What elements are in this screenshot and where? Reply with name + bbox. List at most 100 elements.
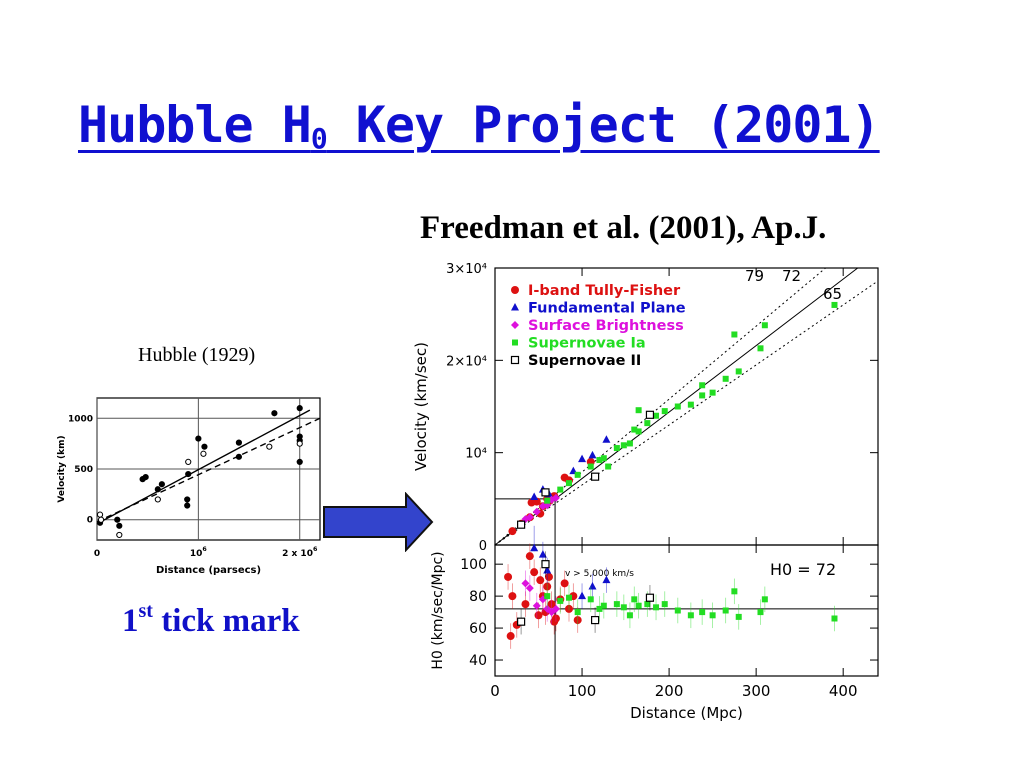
data-point-diamond [551, 604, 560, 613]
h0-y-tick-label: 40 [469, 653, 487, 669]
data-point-square [757, 609, 764, 616]
velocity-y-tick-label: 3×10⁴ [446, 262, 487, 277]
hubble-data-point [296, 458, 303, 466]
velocity-y-tick-label: 0 [479, 539, 487, 554]
data-point-triangle [588, 582, 597, 590]
slide-title: Hubble H0 Key Project (2001) [78, 96, 881, 155]
hubble-data-point [296, 405, 303, 412]
data-point-square [761, 596, 768, 603]
key-project-chart: 0 100 200 300 400 0 10⁴ 2×10⁴ 3×10⁴ 40 60 80 100 Dist… [412, 262, 879, 722]
data-point-square [731, 588, 738, 595]
data-point-square [699, 382, 706, 389]
data-point-square [613, 445, 620, 452]
data-point-triangle [530, 492, 539, 500]
x-tick-label: 0 [490, 682, 500, 700]
data-point-diamond [511, 321, 519, 329]
data-point-square [574, 471, 581, 478]
hubble-data-point [116, 522, 123, 529]
legend-entry-label: I-band Tully-Fisher [528, 283, 681, 299]
hubble-data-point [96, 511, 104, 518]
hubble-data-point [154, 486, 161, 493]
data-point-triangle [602, 435, 611, 443]
data-point-diamond [525, 513, 534, 522]
data-point-square [722, 607, 729, 614]
data-point-square [722, 375, 729, 382]
data-point-square [544, 497, 551, 504]
data-point-open-square [591, 472, 600, 481]
data-point-square [674, 403, 681, 410]
data-point-square [831, 301, 838, 308]
fit-line-label: 79 [745, 267, 764, 285]
velocity-y-axis-label: Velocity (km/sec) [412, 342, 430, 471]
data-point-diamond [532, 601, 541, 610]
velocity-y-tick-label: 10⁴ [465, 447, 487, 462]
data-point-square [574, 609, 581, 616]
data-point-circle [504, 572, 513, 581]
data-point-diamond [521, 579, 530, 588]
tick-label-number: 1 [122, 603, 139, 639]
data-point-square [613, 601, 620, 608]
data-point-square [635, 428, 642, 435]
legend-entry-label: Surface Brightness [528, 318, 684, 334]
hubble-x-tick-label: 0 [94, 549, 100, 559]
x-tick-label: 200 [655, 682, 684, 700]
data-point-square [674, 607, 681, 614]
data-point-square [709, 612, 716, 619]
hubble-data-point [116, 531, 123, 539]
data-point-square [596, 605, 603, 612]
data-point-open-square [517, 520, 526, 529]
title-subscript: 0 [310, 122, 328, 155]
data-point-triangle [538, 550, 547, 558]
h0-panel-frame [494, 544, 879, 677]
x-tick-label: 300 [742, 682, 771, 700]
fit-line-label: 65 [823, 285, 842, 303]
data-point-square [687, 612, 694, 619]
data-point-circle [511, 286, 519, 294]
data-point-square [661, 601, 668, 608]
data-point-square [653, 412, 660, 419]
data-point-square [557, 486, 564, 493]
fit-line-label: 72 [782, 267, 801, 285]
h0-y-tick-label: 60 [469, 621, 487, 637]
data-point-triangle [602, 575, 611, 584]
data-point-square [596, 457, 603, 464]
data-point-square [631, 596, 638, 603]
data-point-circle [521, 600, 530, 609]
hubble-axes: 0 106 2 x 106 0 500 1000 Distance (parsecs) Vel… [57, 397, 321, 576]
legend-entry-label: Supernovae Ia [528, 336, 646, 352]
data-point-square [544, 593, 551, 600]
data-point-open-square [541, 488, 550, 497]
data-point-square [565, 480, 572, 487]
data-point-square [735, 368, 742, 375]
data-point-square [587, 596, 594, 603]
x-tick-label: 100 [568, 682, 597, 700]
data-point-circle [530, 568, 539, 577]
hubble-data-point [296, 440, 303, 447]
data-point-square [626, 440, 633, 447]
legend: I-band Tully-Fisher Fundamental PlaneSurf… [510, 283, 686, 369]
data-point-square [600, 602, 607, 609]
legend-entry-label: Fundamental Plane [528, 301, 686, 317]
data-point-open-square [591, 615, 600, 625]
data-point-diamond [547, 608, 556, 617]
legend-entry-label: Supernovae II [528, 353, 641, 369]
data-point-square [699, 392, 706, 399]
data-point-square [831, 615, 838, 622]
data-point-open-square [541, 560, 550, 569]
hubble-marks [96, 405, 321, 539]
data-point-circle [525, 552, 534, 561]
tick-label-superscript: st [138, 600, 153, 622]
data-point-circle [508, 592, 517, 601]
hubble-data-point [97, 516, 105, 523]
hubble-data-point [185, 470, 192, 478]
data-point-square [699, 609, 706, 616]
right-block-arrow-icon [323, 492, 434, 552]
data-point-circle [534, 611, 543, 620]
hubble-data-point [266, 443, 273, 450]
data-point-square [626, 612, 633, 619]
data-point-square [605, 463, 612, 470]
data-point-square [731, 331, 738, 338]
data-point-square [631, 426, 638, 433]
hubble-data-point [114, 516, 121, 523]
hubble-y-tick-label: 0 [87, 516, 93, 526]
